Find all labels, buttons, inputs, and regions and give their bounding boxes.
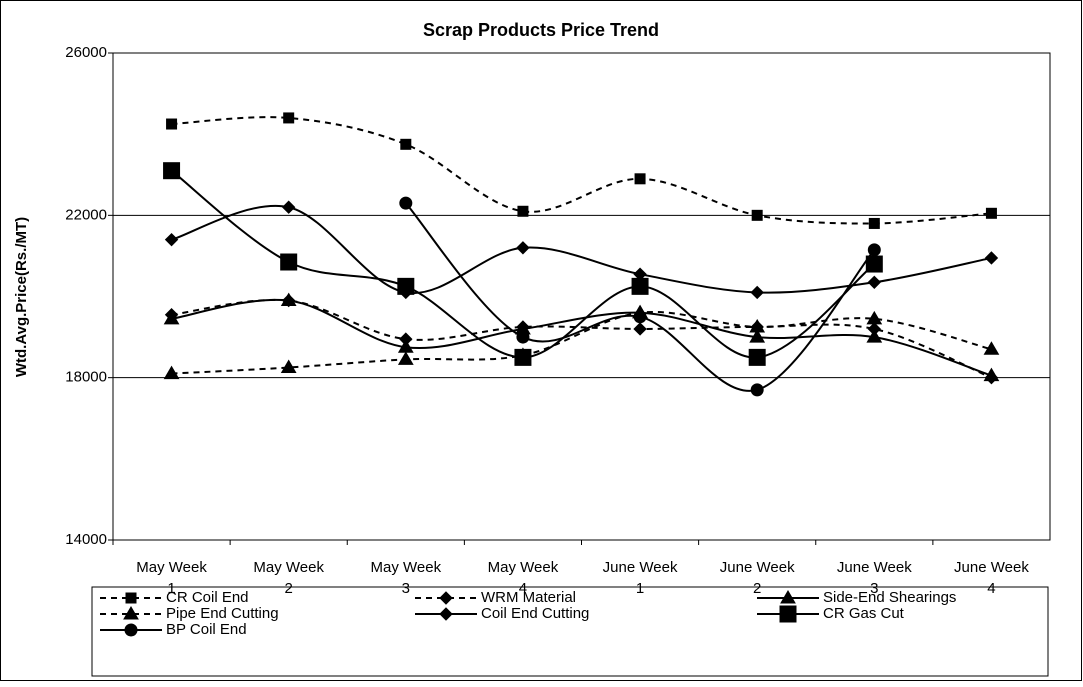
legend-marker [439, 607, 453, 621]
marker [400, 138, 412, 150]
legend-label: WRM Material [481, 589, 576, 606]
marker [634, 173, 646, 185]
x-tick-label: 2 [285, 580, 293, 597]
x-tick-label: 3 [402, 580, 410, 597]
y-tick-label: 22000 [65, 206, 107, 223]
x-tick-label: 4 [987, 580, 995, 597]
legend-box [91, 586, 1049, 677]
marker [163, 310, 180, 325]
y-tick-label: 26000 [65, 44, 107, 61]
marker [750, 285, 764, 300]
marker [280, 253, 298, 271]
marker [516, 241, 530, 255]
legend-label: Coil End Cutting [481, 605, 589, 622]
legend-label: CR Gas Cut [823, 605, 905, 622]
marker [750, 383, 764, 397]
x-tick-label: May Week [136, 559, 207, 576]
marker [633, 310, 647, 324]
marker [166, 118, 178, 130]
marker [514, 348, 532, 366]
x-tick-label: 2 [753, 580, 761, 597]
marker [984, 251, 999, 265]
series-line [171, 298, 992, 377]
y-tick-label: 14000 [65, 531, 107, 548]
x-tick-label: May Week [371, 559, 442, 576]
marker [868, 217, 880, 229]
x-tick-label: June Week [954, 559, 1029, 576]
legend-label: Pipe End Cutting [166, 605, 279, 622]
marker [748, 348, 766, 366]
marker [633, 322, 647, 336]
marker [280, 292, 297, 307]
marker [749, 318, 766, 333]
marker [867, 243, 881, 257]
series-line [171, 116, 992, 225]
legend-marker [779, 605, 797, 623]
x-tick-label: June Week [720, 559, 795, 576]
x-tick-label: 1 [167, 580, 175, 597]
legend-marker [124, 623, 138, 637]
marker [985, 207, 997, 219]
legend-marker [439, 591, 453, 605]
marker [399, 196, 413, 210]
marker [283, 112, 295, 124]
x-tick-label: June Week [603, 559, 678, 576]
marker [397, 351, 414, 365]
marker [397, 277, 415, 295]
marker [866, 329, 883, 343]
marker [517, 205, 529, 217]
legend-marker [780, 590, 796, 604]
marker [163, 162, 181, 180]
marker [983, 367, 1000, 382]
marker [281, 200, 296, 214]
y-axis-label: Wtd.Avg.Price(Rs./MT) [13, 217, 30, 377]
series-line [171, 310, 992, 375]
x-tick-label: May Week [488, 559, 559, 576]
legend-marker [125, 592, 137, 604]
legend-label: BP Coil End [166, 621, 247, 638]
x-tick-label: June Week [837, 559, 912, 576]
x-tick-label: 4 [519, 580, 527, 597]
marker [749, 329, 766, 343]
marker [516, 330, 530, 344]
plot-area [112, 52, 1051, 541]
marker [866, 310, 883, 325]
marker [163, 365, 180, 380]
marker [631, 277, 649, 295]
legend-label: CR Coil End [166, 589, 249, 606]
marker [983, 341, 1000, 355]
x-tick-label: May Week [253, 559, 324, 576]
x-tick-label: 3 [870, 580, 878, 597]
marker [164, 232, 179, 247]
x-tick-label: 1 [636, 580, 644, 597]
legend-label: Side-End Shearings [823, 589, 956, 606]
chart-title: Scrap Products Price Trend [423, 20, 659, 40]
legend-marker [123, 606, 139, 620]
marker [867, 275, 882, 290]
marker [280, 359, 297, 374]
y-tick-label: 18000 [65, 369, 107, 386]
marker [751, 209, 763, 221]
